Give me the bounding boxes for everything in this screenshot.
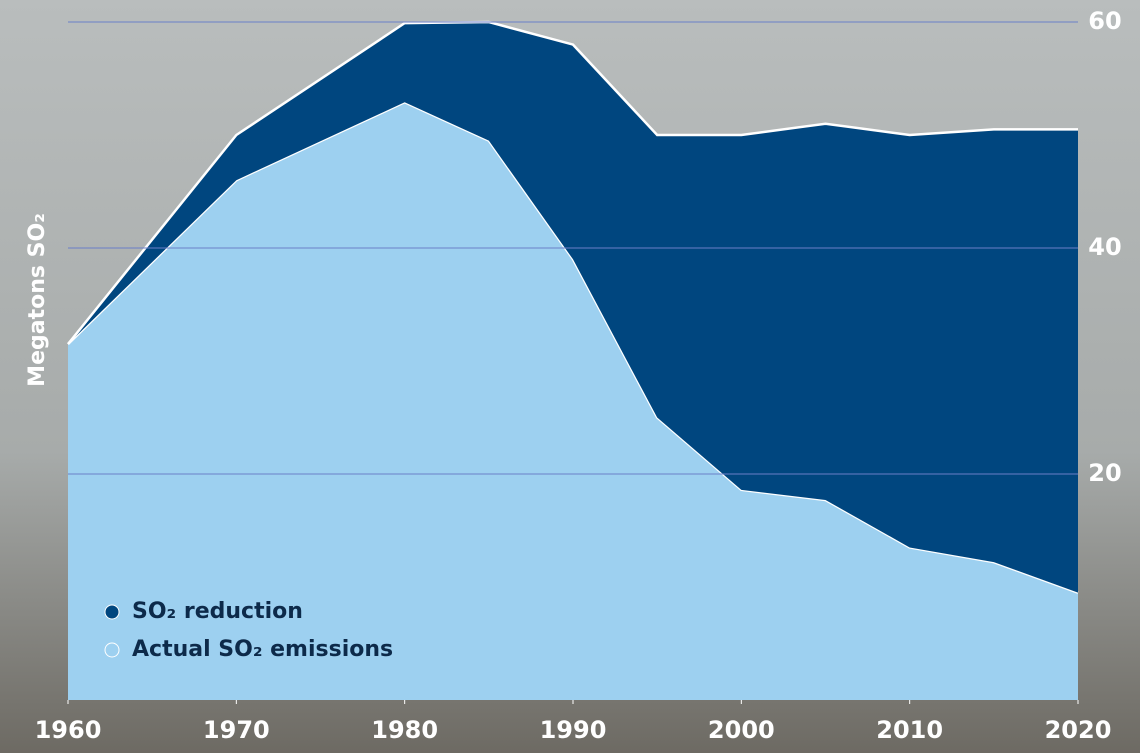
x-tick-label: 1970 bbox=[203, 716, 270, 744]
x-tick-label: 2020 bbox=[1045, 716, 1112, 744]
legend-marker bbox=[105, 643, 119, 657]
x-tick-label: 1990 bbox=[540, 716, 607, 744]
y-tick-label: 40 bbox=[1088, 233, 1121, 261]
y-axis-label: Megatons SO₂ bbox=[25, 213, 50, 387]
legend-label: SO₂ reduction bbox=[132, 599, 303, 624]
legend-marker bbox=[105, 605, 119, 619]
chart: Megatons SO₂ 20 40 60 1960 1970 1980 1990 2000 2… bbox=[0, 0, 1140, 753]
y-tick-label: 20 bbox=[1088, 459, 1121, 487]
x-tick-label: 1960 bbox=[35, 716, 102, 744]
x-tick-label: 2000 bbox=[708, 716, 775, 744]
x-tick-label: 2010 bbox=[876, 716, 943, 744]
y-tick-label: 60 bbox=[1088, 7, 1121, 35]
legend-label: Actual SO₂ emissions bbox=[132, 637, 393, 662]
x-tick-label: 1980 bbox=[371, 716, 438, 744]
